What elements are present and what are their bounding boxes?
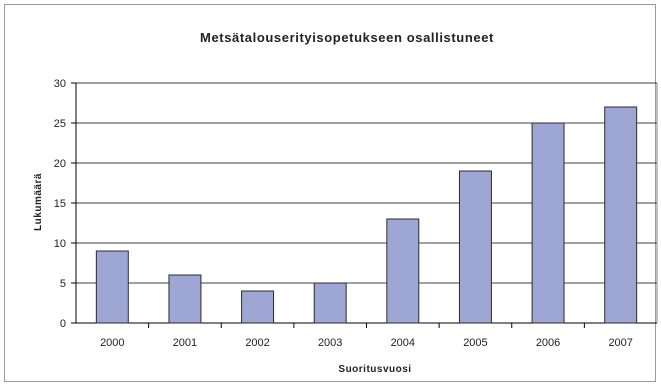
x-tick-label: 2006 [536,337,560,349]
y-tick-label: 0 [60,318,66,330]
y-axis-title: Lukumäärä [33,173,44,231]
bar-2003 [313,282,347,324]
x-tick-label: 2002 [245,337,269,349]
x-tick-label: 2001 [173,337,197,349]
y-tick-label: 15 [54,198,66,210]
bar-2000 [95,250,129,324]
bar-2006 [531,122,565,324]
x-tick-label: 2003 [318,337,342,349]
x-tick-label: 2000 [100,337,124,349]
y-tick-label: 5 [60,278,66,290]
chart-title: Metsätalouserityisopetukseen osallistune… [200,30,494,45]
x-axis-title: Suoritusvuosi [338,364,411,375]
x-tick-label: 2004 [391,337,415,349]
bar-2005 [458,170,492,324]
y-tick-label: 30 [54,78,66,90]
bar-2007 [604,106,638,324]
plot-area: 0 5 10 15 20 25 30 2000 2001 2002 2003 2004 2005 2006… [54,78,658,349]
bar-2004 [386,218,420,324]
y-tick-label: 20 [54,158,66,170]
y-tick-label: 25 [54,118,66,130]
x-tick-label: 2007 [608,337,632,349]
bar-2002 [241,290,275,324]
bar-2001 [168,274,202,324]
y-tick-label: 10 [54,238,66,250]
x-tick-label: 2005 [463,337,487,349]
